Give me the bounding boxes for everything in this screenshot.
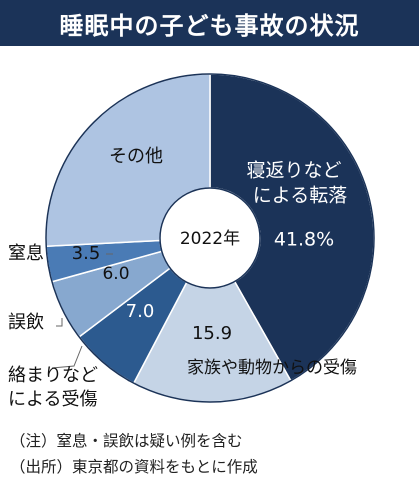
connector-2 xyxy=(51,345,83,369)
slice-label-0b: による転落 xyxy=(253,185,347,207)
slice-value-4: 3.5 xyxy=(72,243,101,264)
title-bar: 睡眠中の子ども事故の状況 xyxy=(0,0,419,46)
slice-value-1: 15.9 xyxy=(192,323,232,344)
connector-3 xyxy=(56,318,63,327)
slice-value-2: 7.0 xyxy=(126,301,155,322)
slice-value-0: 41.8% xyxy=(274,229,334,251)
slice-label-4: 窒息 xyxy=(8,243,44,264)
slice-label-1: 家族や動物からの受傷 xyxy=(187,358,357,378)
donut-outline xyxy=(45,73,375,403)
slice-label-0a: 寝返りなど xyxy=(246,160,341,182)
source-line: （出所）東京都の資料をもとに作成 xyxy=(10,458,258,476)
slice-label-2a: 絡まりなど xyxy=(8,365,98,386)
slice-label-3: 誤飲 xyxy=(8,312,44,333)
center-label: 2022年 xyxy=(180,229,240,249)
note-line: （注）窒息・誤飲は疑い例を含む xyxy=(10,432,243,450)
slice-label-2b: による受傷 xyxy=(8,389,97,410)
slice-value-3: 6.0 xyxy=(102,264,129,284)
donut-hole xyxy=(159,187,261,289)
chart-title: 睡眠中の子ども事故の状況 xyxy=(59,11,360,40)
slice-label-5: その他 xyxy=(109,146,163,167)
notes: （注）窒息・誤飲は疑い例を含む （出所）東京都の資料をもとに作成 xyxy=(10,428,258,480)
